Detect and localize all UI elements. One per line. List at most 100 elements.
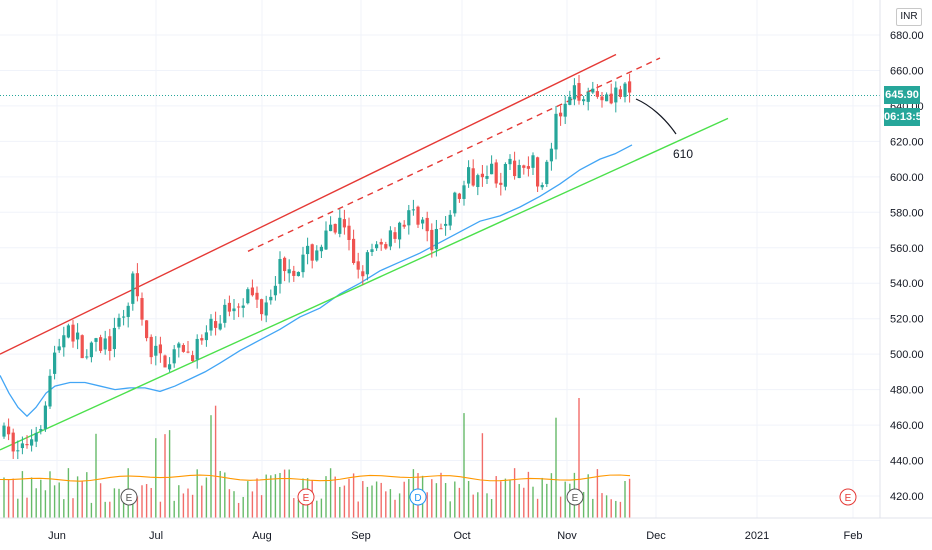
candle-body [126, 305, 130, 317]
candle-body [361, 271, 365, 277]
candle-body [204, 332, 208, 341]
candle-body [11, 432, 15, 452]
candle-body [20, 443, 24, 449]
y-tick-label: 420.00 [890, 491, 924, 503]
candle-body [554, 113, 558, 150]
event-marker [409, 488, 427, 506]
candle-body [490, 163, 494, 175]
y-tick-label: 680.00 [890, 30, 924, 42]
candle-body [223, 304, 227, 323]
candle-body [618, 89, 622, 97]
y-tick-label: 580.00 [890, 207, 924, 219]
x-tick-label: Nov [557, 530, 577, 542]
candle-body [62, 335, 66, 348]
candle-body [80, 335, 84, 359]
event-marker-label: E [126, 493, 133, 504]
candle-body [260, 299, 264, 315]
candle-body [301, 254, 305, 273]
candle-body [393, 232, 397, 239]
candle-body [25, 444, 29, 446]
y-tick-label: 560.00 [890, 243, 924, 255]
candle-body [586, 92, 590, 102]
candle-body [296, 271, 300, 277]
y-tick-label: 520.00 [890, 314, 924, 326]
candle-body [112, 327, 116, 350]
candle-body [503, 163, 507, 187]
candle-body [614, 87, 618, 103]
candle-body [388, 230, 392, 247]
candle-body [595, 91, 599, 97]
candle-body [338, 217, 342, 234]
event-marker-label: E [572, 493, 579, 504]
candle-body [145, 320, 149, 339]
candle-body [457, 193, 461, 199]
candle-body [283, 257, 287, 272]
candle-body [278, 258, 282, 284]
countdown-label: 06:13:51 [884, 108, 928, 126]
y-tick-label: 620.00 [890, 136, 924, 148]
candle-body [434, 228, 438, 250]
lower-channel-line [0, 117, 729, 451]
candle-body [370, 249, 374, 252]
candle-body [476, 175, 480, 188]
candle-body [108, 336, 112, 351]
candle-body [149, 336, 153, 358]
candle-body [246, 289, 250, 304]
event-marker-label: E [845, 493, 852, 504]
candle-body [39, 428, 43, 431]
y-tick-label: 540.00 [890, 278, 924, 290]
candle-body [384, 244, 388, 249]
y-tick-label: 460.00 [890, 420, 924, 432]
candle-body [471, 168, 475, 186]
candle-body [365, 252, 369, 275]
candle-body [402, 224, 406, 227]
candle-body [439, 228, 443, 230]
mid-channel-dashed-line [247, 57, 661, 252]
candle-body [623, 83, 627, 97]
candle-body [53, 352, 57, 374]
upper-channel-line [0, 53, 617, 355]
currency-badge[interactable]: INR [896, 8, 922, 26]
candle-body [315, 250, 319, 261]
candle-body [209, 318, 213, 331]
candle-body [480, 173, 484, 178]
candle-body [342, 219, 346, 228]
candle-body [140, 298, 144, 320]
candle-body [600, 96, 604, 101]
candle-body [310, 244, 314, 261]
candle-body [66, 325, 70, 338]
moving-average-line [0, 144, 633, 418]
volume-ma-line [0, 474, 631, 482]
event-marker-label: E [303, 493, 310, 504]
candle-body [375, 244, 379, 249]
candle-body [99, 337, 103, 351]
candle-body [568, 96, 572, 105]
event-marker [839, 488, 857, 506]
candle-body [191, 355, 195, 362]
candle-body [605, 94, 609, 102]
candle-body [577, 83, 581, 101]
candle-body [71, 324, 75, 342]
candle-body [264, 302, 268, 316]
candle-body [467, 167, 471, 184]
event-marker [297, 488, 315, 506]
y-tick-label: 600.00 [890, 172, 924, 184]
event-marker [566, 488, 584, 506]
candle-body [416, 206, 420, 225]
x-tick-label: Jun [48, 530, 66, 542]
candle-body [76, 332, 80, 340]
y-tick-label: 500.00 [890, 349, 924, 361]
candle-body [540, 185, 544, 188]
candle-body [609, 93, 613, 104]
candle-body [16, 450, 20, 452]
candle-body [591, 88, 595, 93]
candle-body [356, 261, 360, 270]
candle-body [158, 344, 162, 354]
candle-body [34, 432, 38, 442]
chart-grid [0, 0, 880, 518]
candle-body [103, 338, 107, 350]
candle-body [453, 192, 457, 214]
